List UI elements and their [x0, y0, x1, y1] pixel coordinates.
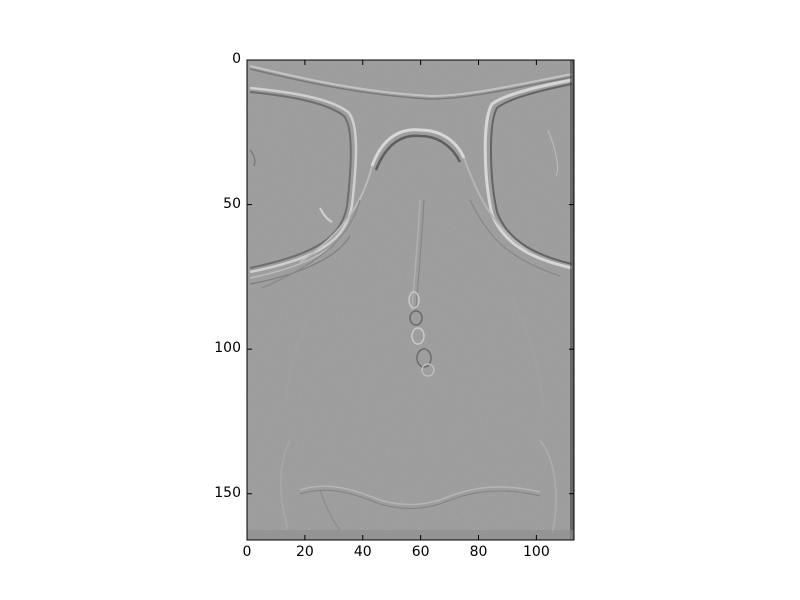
glasses-left-frame — [249, 86, 358, 274]
nose-bridge-arc — [370, 128, 466, 167]
nose-texture — [408, 291, 435, 377]
tick-marks — [246, 59, 574, 540]
embossed-face-image — [247, 60, 574, 540]
x-tick-label: 0 — [242, 544, 252, 560]
glasses-right-frame — [483, 78, 573, 270]
nose-ridge — [411, 199, 421, 311]
x-tick-label: 60 — [411, 544, 430, 560]
x-tick-label: 80 — [469, 544, 488, 560]
nose-bottom — [299, 485, 541, 506]
x-tick-label: 20 — [295, 544, 314, 560]
y-tick-label: 100 — [214, 340, 241, 357]
x-tick-label: 40 — [353, 544, 372, 560]
x-tick-label: 100 — [523, 544, 550, 560]
glasses-top-rim — [249, 65, 573, 98]
y-tick-label: 50 — [223, 195, 241, 212]
y-tick-label: 0 — [232, 51, 241, 67]
axes-frame — [246, 59, 575, 541]
y-tick-label: 150 — [214, 484, 241, 501]
